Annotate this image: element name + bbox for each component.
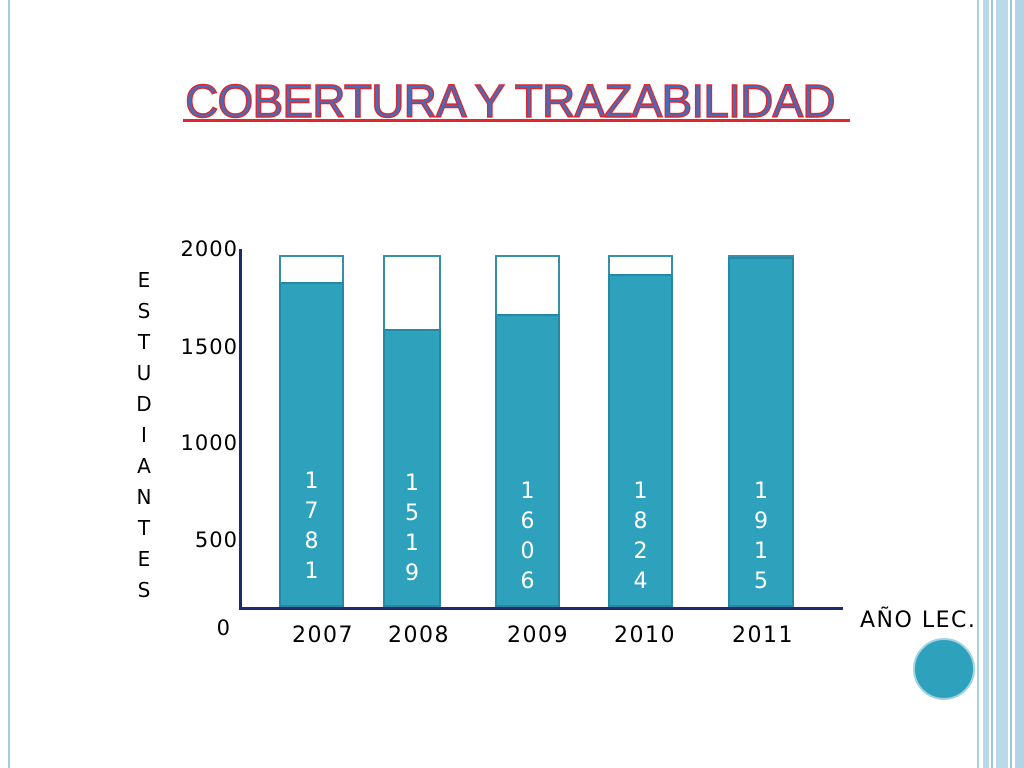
right-stripe: [983, 0, 989, 768]
bar-value-label-2010: 1824: [633, 479, 648, 594]
y-tick-label: 2000: [180, 237, 238, 261]
x-tick-label-2009: 2009: [507, 623, 569, 648]
right-stripe: [1010, 0, 1012, 768]
right-stripe: [977, 0, 979, 768]
right-stripe: [1015, 0, 1024, 768]
bar-2008: [383, 329, 441, 607]
x-axis-label: AÑO LEC.: [860, 608, 977, 633]
slide-title: COBERTURA Y TRAZABILIDAD: [184, 75, 836, 127]
bar-value-label-2009: 1606: [520, 479, 535, 594]
y-tick-label: 0: [216, 616, 231, 640]
x-axis-line: [239, 607, 843, 610]
y-axis-label: ESTUDIANTES: [136, 268, 152, 602]
y-tick-label: 1500: [180, 335, 238, 359]
bar-value-label-2008: 1519: [405, 471, 419, 586]
y-tick-label: 500: [194, 528, 238, 552]
x-tick-label-2008: 2008: [388, 623, 450, 648]
bar-2007: [279, 281, 344, 607]
y-tick-label: 1000: [180, 431, 238, 455]
decorative-circle: [913, 638, 975, 700]
bar-value-label-2007: 1781: [304, 469, 319, 584]
x-tick-label-2007: 2007: [292, 623, 354, 648]
left-border-line: [8, 0, 10, 768]
title-underline: [183, 119, 850, 122]
right-stripe: [996, 0, 1008, 768]
right-stripe: [991, 0, 993, 768]
bar-value-label-2011: 1915: [754, 479, 768, 594]
bar-2009: [495, 313, 560, 607]
x-tick-label-2010: 2010: [614, 623, 676, 648]
y-axis-line: [239, 249, 242, 610]
bar-2011: [728, 257, 794, 607]
bar-2010: [608, 273, 673, 607]
x-tick-label-2011: 2011: [732, 623, 794, 648]
